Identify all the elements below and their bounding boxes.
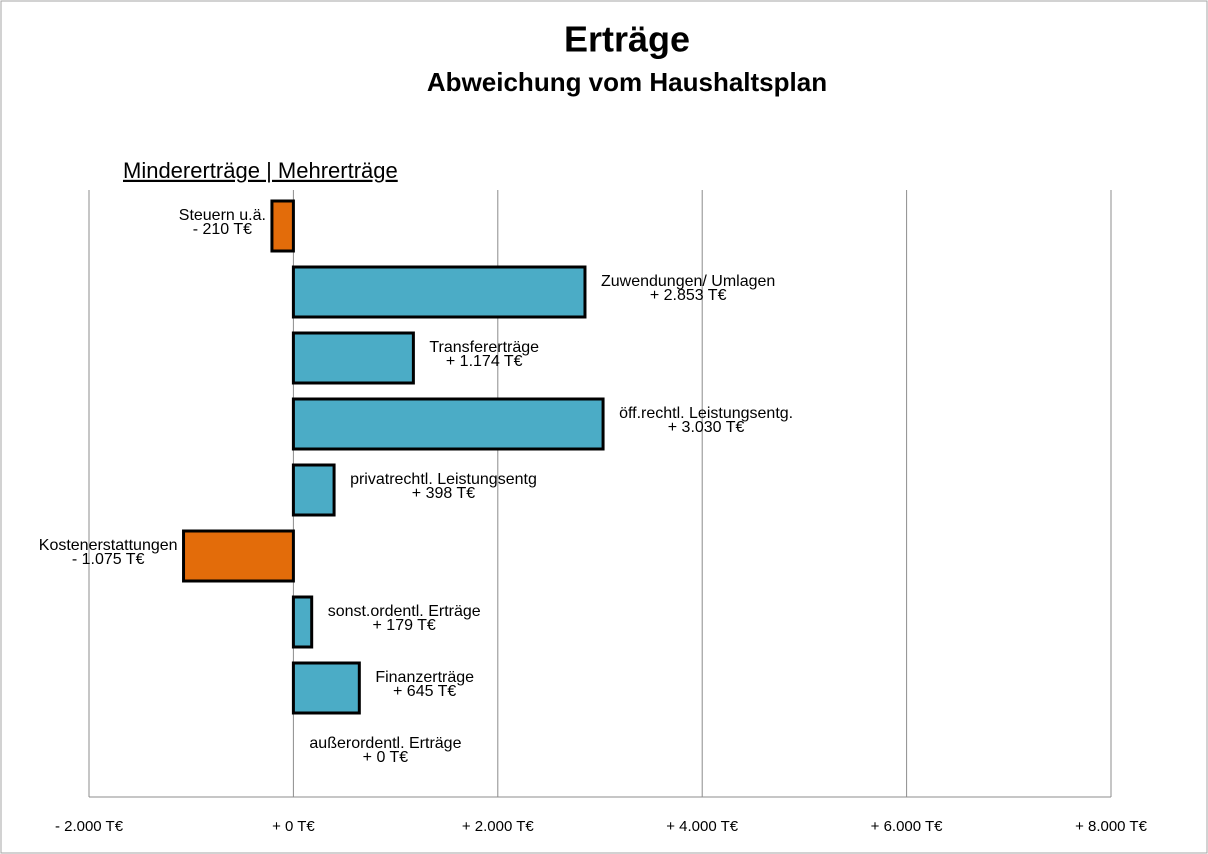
x-tick-label: + 2.000 T€ [462, 818, 535, 835]
bar [291, 331, 415, 385]
category-label: sonst.ordentl. Erträge [328, 603, 481, 620]
bar [291, 463, 336, 517]
bar [291, 661, 361, 715]
bar [270, 199, 295, 253]
category-label: Finanzerträge [375, 669, 474, 686]
value-label: - 1.075 T€ [72, 551, 145, 568]
value-label: + 0 T€ [363, 749, 409, 766]
value-label: + 179 T€ [373, 617, 436, 634]
x-tick-label: + 8.000 T€ [1075, 818, 1148, 835]
x-tick-label: - 2.000 T€ [55, 818, 124, 835]
value-label: + 3.030 T€ [668, 419, 745, 436]
value-label: + 1.174 T€ [446, 353, 523, 370]
chart-title: Erträge [564, 19, 690, 60]
bar [291, 397, 605, 451]
x-tick-label: + 0 T€ [272, 818, 315, 835]
annotation: Mindererträge | Mehrerträge [123, 158, 398, 183]
category-label: öff.rechtl. Leistungsentg. [619, 405, 793, 422]
category-label: außerordentl. Erträge [309, 735, 461, 752]
value-label: + 2.853 T€ [650, 287, 727, 304]
category-label: Transfererträge [429, 339, 539, 356]
category-label: Zuwendungen/ Umlagen [601, 273, 775, 290]
bar [182, 529, 295, 583]
x-tick-label: + 6.000 T€ [871, 818, 944, 835]
x-tick-label: + 4.000 T€ [666, 818, 739, 835]
chart-subtitle: Abweichung vom Haushaltsplan [427, 67, 827, 97]
category-label: privatrechtl. Leistungsentg [350, 471, 537, 488]
bar [291, 265, 587, 319]
category-label: Kostenerstattungen [39, 537, 178, 554]
category-label: Steuern u.ä. [179, 207, 266, 224]
value-label: + 398 T€ [412, 485, 475, 502]
value-label: - 210 T€ [193, 221, 252, 238]
value-label: + 645 T€ [393, 683, 456, 700]
bar [291, 595, 314, 649]
